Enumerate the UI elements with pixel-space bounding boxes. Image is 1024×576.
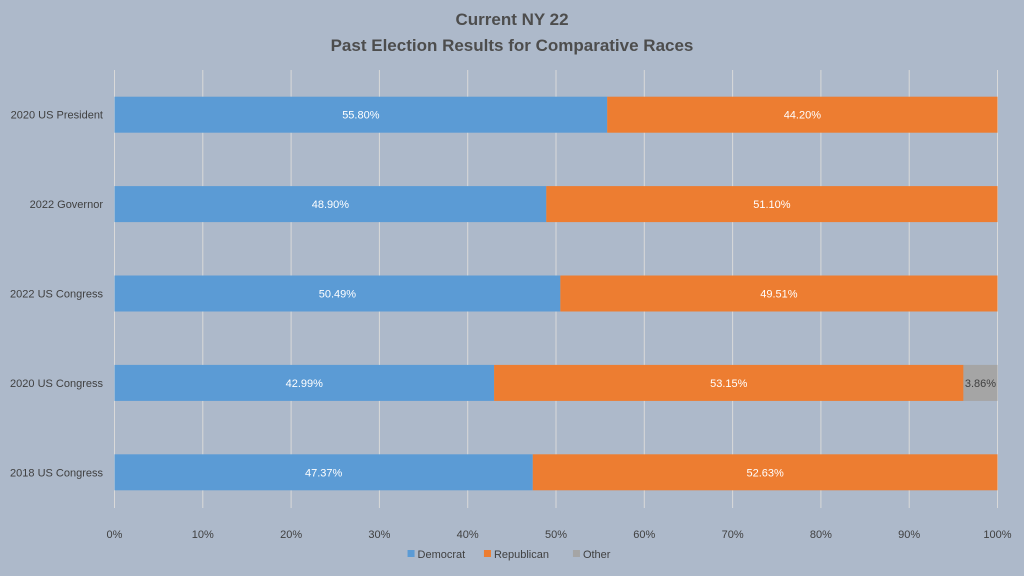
category-label: 2022 Governor bbox=[30, 199, 104, 211]
data-label: 48.90% bbox=[312, 199, 350, 211]
legend-swatch-other bbox=[572, 550, 580, 557]
data-label: 52.63% bbox=[746, 467, 784, 479]
bar-segment-democrat bbox=[114, 364, 495, 401]
legend-swatch-democrat bbox=[407, 550, 415, 557]
data-label: 50.49% bbox=[319, 289, 357, 301]
category-label: 2020 US Congress bbox=[10, 378, 103, 390]
x-tick-label: 0% bbox=[107, 529, 123, 541]
data-label: 3.86% bbox=[965, 378, 996, 390]
bar-series: 55.80% 44.20% 48.90% 51.10% 50.49% 49.51% 42.9… bbox=[114, 96, 998, 491]
category-label: 2022 US Congress bbox=[10, 289, 103, 301]
data-label: 55.80% bbox=[342, 110, 380, 122]
x-tick-label: 60% bbox=[633, 529, 655, 541]
legend-swatch-republican bbox=[483, 550, 491, 557]
legend-label: Democrat bbox=[418, 549, 466, 561]
x-tick-label: 90% bbox=[898, 529, 920, 541]
data-label: 51.10% bbox=[753, 199, 791, 211]
data-label: 49.51% bbox=[760, 289, 798, 301]
x-tick-label: 50% bbox=[545, 529, 567, 541]
value-axis: 0% 10% 20% 30% 40% 50% 60% 70% 80% 90% 100% bbox=[107, 529, 1012, 541]
x-tick-label: 80% bbox=[810, 529, 832, 541]
x-tick-label: 100% bbox=[983, 529, 1011, 541]
data-label: 44.20% bbox=[784, 110, 822, 122]
legend-label: Other bbox=[583, 549, 611, 561]
bar-segment-republican bbox=[494, 364, 964, 401]
x-tick-label: 10% bbox=[192, 529, 214, 541]
bar-segment-democrat bbox=[114, 454, 533, 491]
bar-segment-democrat bbox=[114, 275, 561, 312]
category-axis: 2020 US President 2022 Governor 2022 US Co… bbox=[10, 110, 103, 480]
data-label: 53.15% bbox=[710, 378, 748, 390]
x-tick-label: 70% bbox=[722, 529, 744, 541]
category-label: 2018 US Congress bbox=[10, 467, 103, 479]
legend-label: Republican bbox=[494, 549, 549, 561]
x-tick-label: 40% bbox=[457, 529, 479, 541]
bar-segment-democrat bbox=[114, 96, 608, 133]
x-tick-label: 20% bbox=[280, 529, 302, 541]
bar-segment-republican bbox=[560, 275, 998, 312]
bar-segment-democrat bbox=[114, 186, 547, 223]
x-tick-label: 30% bbox=[368, 529, 390, 541]
bar-segment-other bbox=[963, 364, 998, 401]
bar-segment-republican bbox=[532, 454, 998, 491]
bar-segment-republican bbox=[607, 96, 998, 133]
chart-subtitle: Past Election Results for Comparative Ra… bbox=[331, 36, 694, 55]
category-label: 2020 US President bbox=[11, 110, 103, 122]
legend: Democrat Republican Other bbox=[407, 549, 611, 561]
bar-segment-republican bbox=[546, 186, 998, 223]
chart-title: Current NY 22 bbox=[455, 10, 568, 29]
data-label: 47.37% bbox=[305, 467, 343, 479]
data-label: 42.99% bbox=[286, 378, 324, 390]
